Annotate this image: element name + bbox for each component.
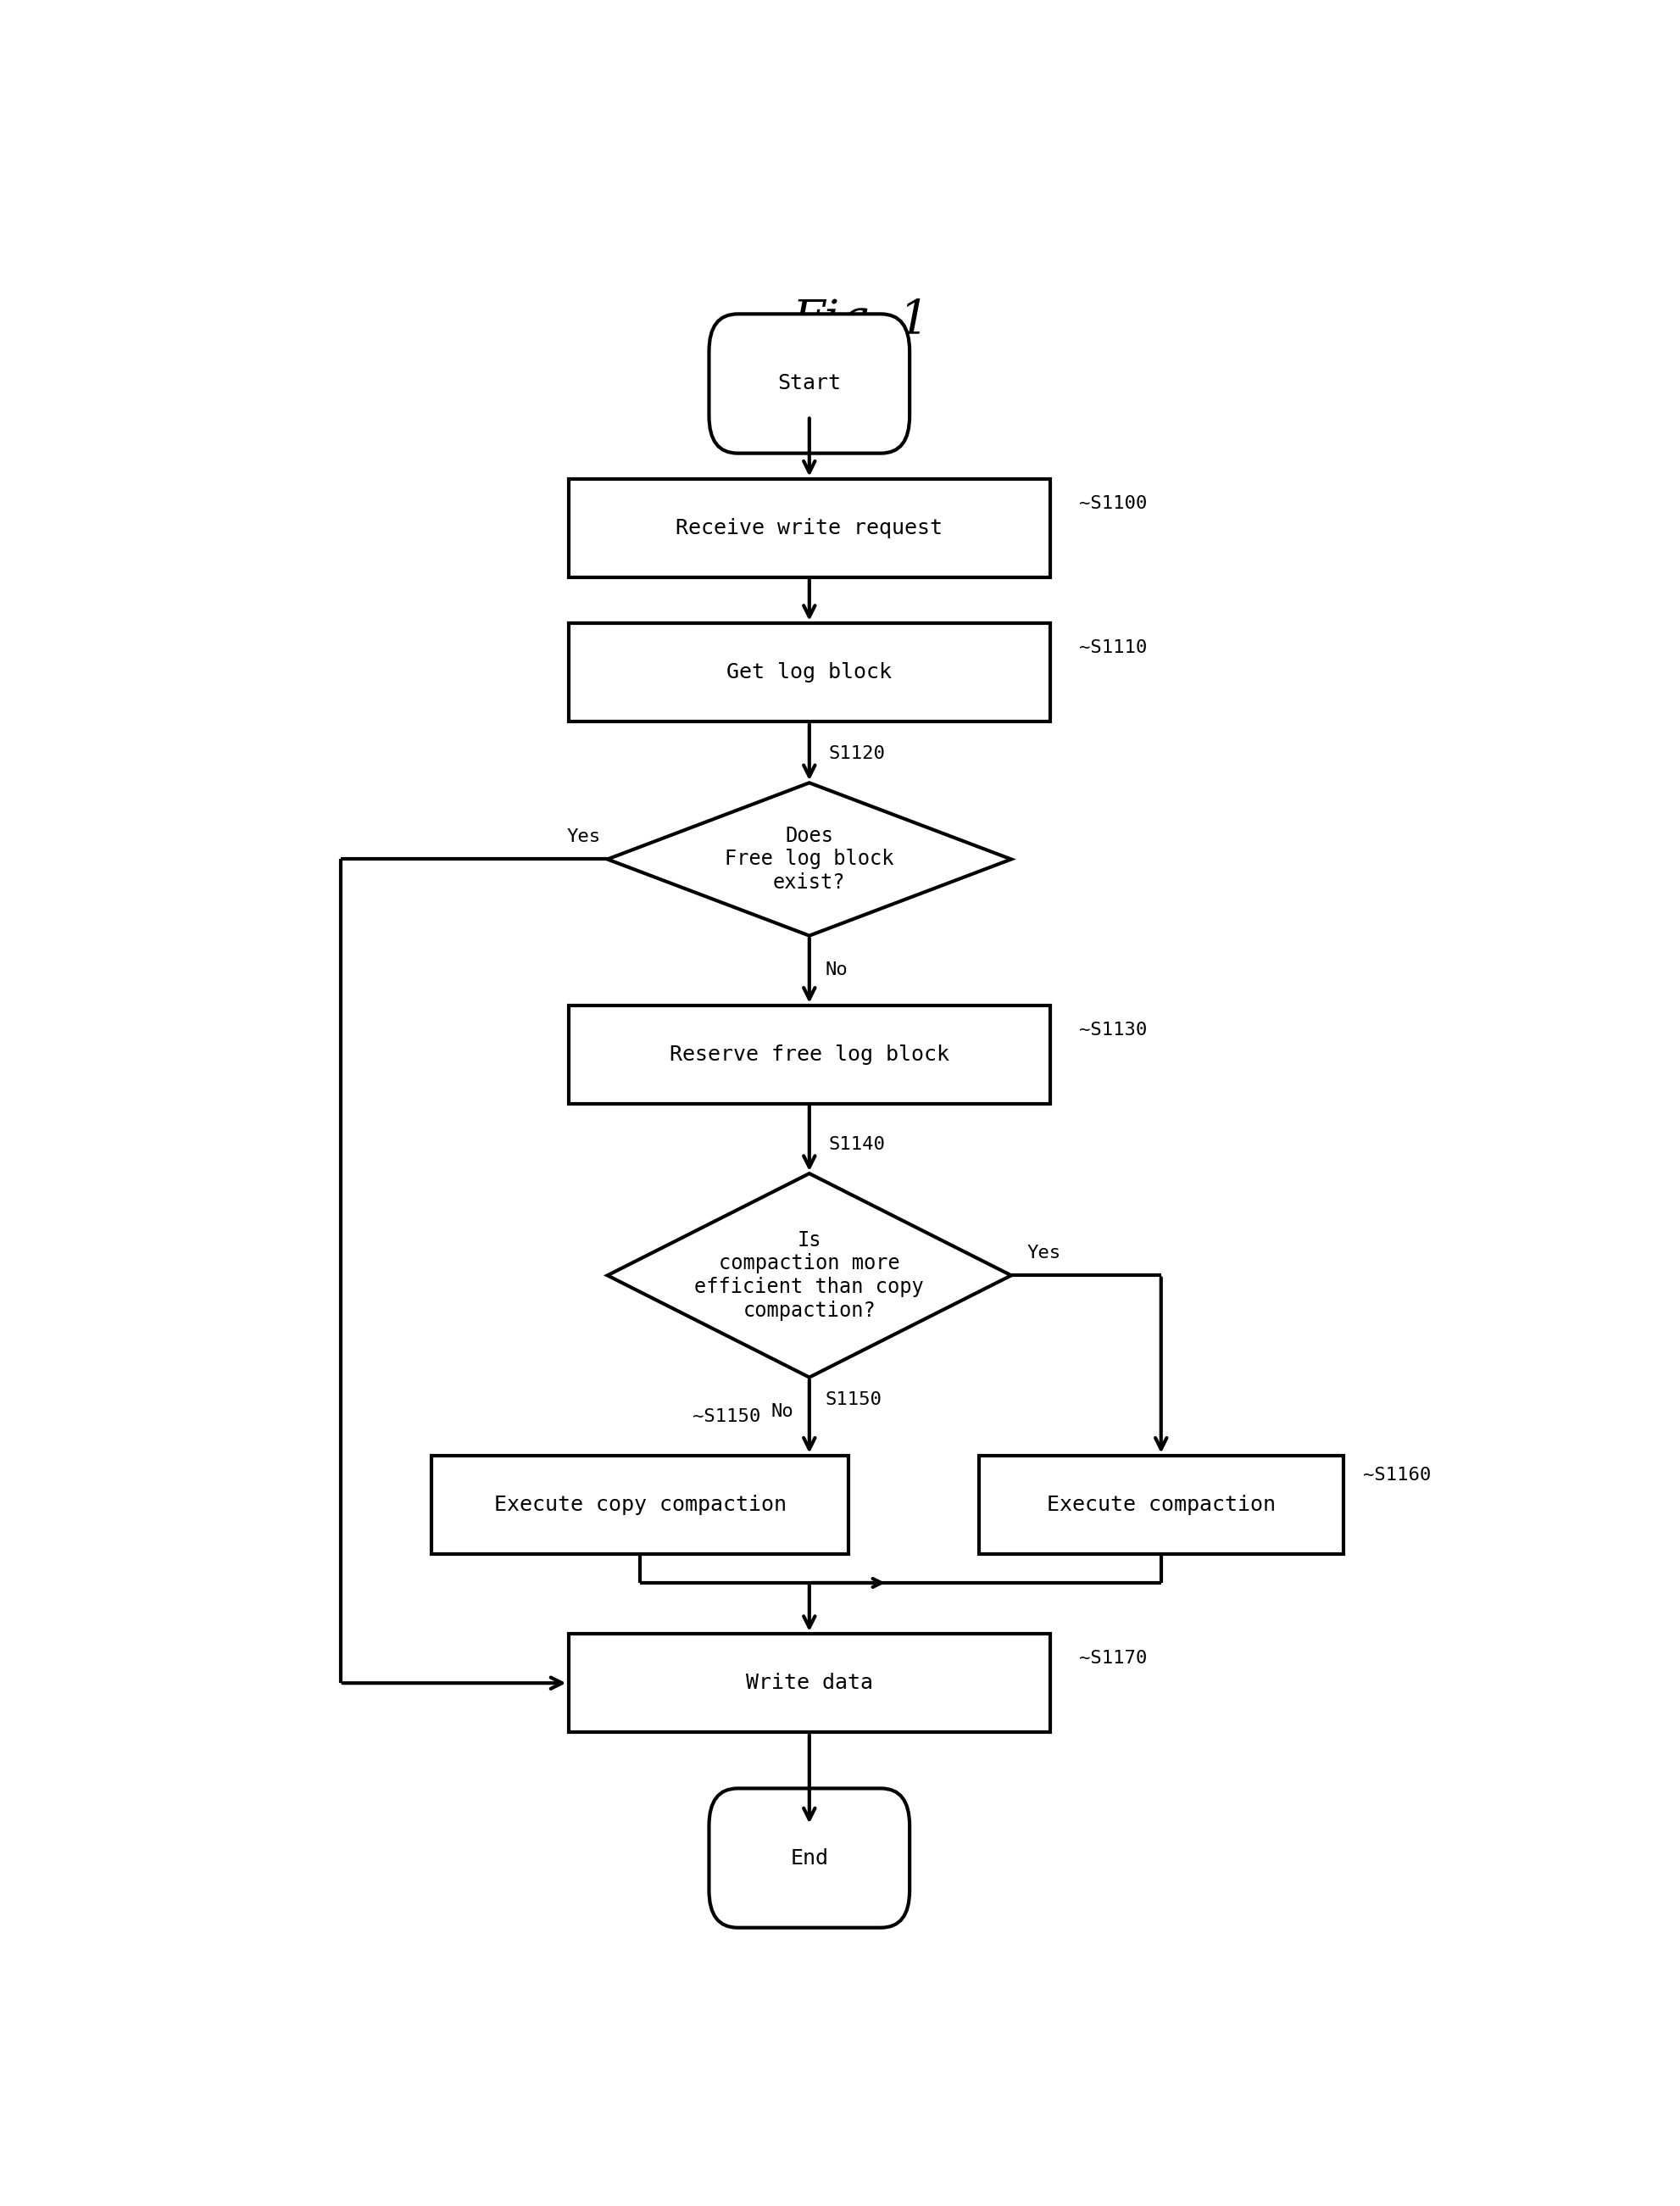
Text: Fig. 1: Fig. 1 [793,298,929,344]
Text: Receive write request: Receive write request [675,518,942,538]
FancyBboxPatch shape [978,1456,1342,1553]
Text: No: No [771,1403,793,1421]
Text: Does
Free log block
exist?: Does Free log block exist? [724,825,894,893]
Text: Start: Start [778,373,840,395]
Text: End: End [790,1849,828,1868]
FancyBboxPatch shape [432,1456,848,1553]
FancyBboxPatch shape [568,479,1050,578]
Text: S1120: S1120 [828,746,885,763]
Text: S1150: S1150 [825,1392,882,1407]
Text: ~S1150: ~S1150 [692,1407,759,1425]
Text: Yes: Yes [1026,1244,1060,1262]
FancyBboxPatch shape [709,1789,909,1928]
Text: Write data: Write data [746,1672,872,1694]
Text: Get log block: Get log block [726,662,892,682]
Text: Execute compaction: Execute compaction [1047,1493,1275,1516]
Text: Yes: Yes [566,829,601,845]
Text: Is
compaction more
efficient than copy
compaction?: Is compaction more efficient than copy c… [694,1231,924,1321]
Text: ~S1170: ~S1170 [1079,1650,1146,1668]
FancyBboxPatch shape [568,1006,1050,1103]
Polygon shape [606,1174,1011,1377]
Text: S1140: S1140 [828,1136,885,1154]
Text: ~S1100: ~S1100 [1079,494,1146,512]
Text: No: No [825,962,847,977]
FancyBboxPatch shape [568,622,1050,721]
Text: ~S1160: ~S1160 [1362,1467,1430,1485]
Text: ~S1130: ~S1130 [1079,1021,1146,1039]
Text: Execute copy compaction: Execute copy compaction [494,1493,786,1516]
Polygon shape [606,783,1011,935]
FancyBboxPatch shape [709,313,909,452]
Text: Reserve free log block: Reserve free log block [669,1043,949,1065]
FancyBboxPatch shape [568,1635,1050,1732]
Text: ~S1110: ~S1110 [1079,640,1146,655]
